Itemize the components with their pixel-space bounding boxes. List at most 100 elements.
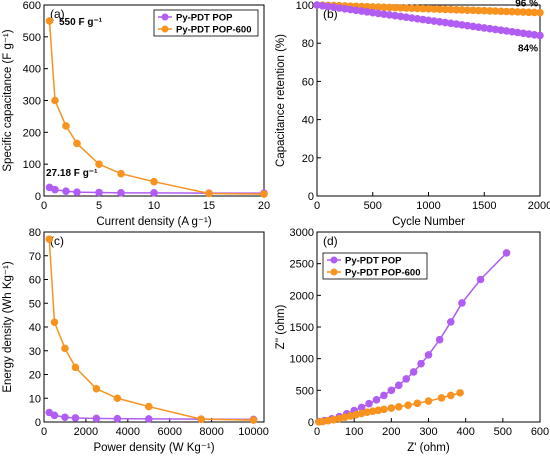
data-point xyxy=(51,185,59,194)
x-tick-label: 400 xyxy=(456,426,474,438)
x-tick-label: 1500 xyxy=(472,200,496,212)
legend-label: Py-PDT POP-600 xyxy=(176,25,252,36)
data-point xyxy=(456,389,464,397)
data-point xyxy=(62,122,70,130)
data-point xyxy=(61,344,69,353)
data-point xyxy=(51,96,59,105)
data-point xyxy=(150,189,158,197)
data-point xyxy=(476,275,485,284)
x-tick-label: 0 xyxy=(314,200,320,212)
data-point xyxy=(380,405,388,414)
legend-label: Py-PDT POP xyxy=(345,256,402,267)
y-tick-label: 500 xyxy=(23,32,41,44)
y-tick-label: 2500 xyxy=(290,259,314,271)
x-tick-label: 0 xyxy=(41,426,47,438)
data-point xyxy=(73,139,81,148)
x-tick-label: 200 xyxy=(382,426,400,438)
y-tick-label: 0 xyxy=(35,191,41,203)
data-point xyxy=(95,160,103,168)
data-point xyxy=(387,404,396,412)
data-point xyxy=(536,8,544,17)
y-tick-label: 200 xyxy=(23,127,41,139)
x-tick-label: 10 xyxy=(148,200,160,212)
x-tick-label: 0 xyxy=(314,426,320,438)
plot-frame xyxy=(43,231,265,423)
annotation: 550 F g⁻¹ xyxy=(59,17,103,28)
y-tick-label: 0 xyxy=(308,417,314,429)
data-point xyxy=(45,235,54,243)
y-tick-label: 600 xyxy=(23,0,41,12)
panel-d: 0 100 200 300 400 500 600 0 500 1000 1500 2000 2500 3… xyxy=(275,227,549,454)
legend-swatch-marker xyxy=(330,256,338,264)
data-point xyxy=(144,402,153,411)
data-point xyxy=(144,415,153,423)
x-axis-title: Z' (ohm) xyxy=(407,442,450,454)
data-point xyxy=(365,399,373,408)
data-point xyxy=(197,415,205,423)
data-point xyxy=(413,399,422,408)
x-tick-label: 2000 xyxy=(528,200,550,212)
y-tick-label: 50 xyxy=(29,298,41,310)
data-point xyxy=(92,384,101,393)
legend-swatch-marker xyxy=(330,268,338,276)
y-tick-label: 40 xyxy=(29,322,41,334)
data-point xyxy=(424,351,433,359)
data-point xyxy=(380,391,388,400)
y-axis-title: Capacitance retention (%) xyxy=(275,34,287,167)
data-point xyxy=(404,401,412,410)
y-tick-label: 100 xyxy=(296,0,314,12)
x-tick-label: 20 xyxy=(258,200,270,212)
y-tick-label: 20 xyxy=(29,370,41,382)
x-tick-label: 300 xyxy=(419,426,437,438)
y-tick-label: 60 xyxy=(302,76,314,88)
y-axis-title: Specific capacitance (F g⁻¹) xyxy=(2,29,14,171)
data-point xyxy=(117,169,125,178)
x-tick-label: 4000 xyxy=(116,426,140,438)
data-point xyxy=(50,318,59,327)
x-axis-title: Current density (A g⁻¹) xyxy=(96,216,212,228)
x-tick-label: 100 xyxy=(345,426,363,438)
y-axis-title: Energy density (Wh Kg⁻¹) xyxy=(2,261,14,393)
x-tick-label: 6000 xyxy=(157,426,181,438)
data-point xyxy=(424,397,433,405)
x-tick-label: 500 xyxy=(364,200,382,212)
y-tick-label: 20 xyxy=(302,153,314,165)
panel-c: 0 2000 4000 6000 8000 10000 0 10 20 30 40 50 60 70 80 P… xyxy=(2,227,269,454)
x-tick-label: 15 xyxy=(203,200,215,212)
y-tick-label: 80 xyxy=(302,38,314,50)
data-point xyxy=(92,414,101,423)
data-point xyxy=(417,359,425,368)
y-tick-label: 60 xyxy=(29,275,41,287)
legend-box xyxy=(153,9,259,37)
y-tick-label: 1500 xyxy=(290,322,314,334)
data-point xyxy=(435,335,444,344)
data-point xyxy=(394,402,403,411)
data-point xyxy=(502,249,511,257)
x-tick-label: 0 xyxy=(41,200,47,212)
data-point xyxy=(45,17,54,25)
x-tick-label: 10000 xyxy=(238,426,269,438)
data-point xyxy=(409,368,418,376)
y-tick-label: 0 xyxy=(308,191,314,203)
data-point xyxy=(61,413,69,422)
data-point xyxy=(536,31,544,40)
data-point xyxy=(95,188,103,197)
data-point xyxy=(446,318,455,326)
y-tick-label: 3000 xyxy=(290,227,314,239)
legend-box xyxy=(322,252,428,280)
data-point xyxy=(249,416,258,424)
y-tick-label: 300 xyxy=(23,96,41,108)
data-point xyxy=(50,411,59,420)
data-point xyxy=(73,188,81,196)
panel-label: (a) xyxy=(50,7,65,21)
panel-label: (d) xyxy=(323,234,338,248)
data-point xyxy=(387,386,396,395)
y-tick-label: 500 xyxy=(296,385,314,397)
y-tick-label: 10 xyxy=(29,393,41,405)
series-line xyxy=(48,239,254,421)
annotation: 27.18 F g⁻¹ xyxy=(46,168,98,179)
panel-b: 0 500 1000 1500 2000 0 20 40 60 80 100 Cycle Number… xyxy=(275,0,550,228)
x-tick-label: 5 xyxy=(96,200,102,212)
data-point xyxy=(117,189,125,197)
legend-swatch-marker xyxy=(161,25,169,33)
